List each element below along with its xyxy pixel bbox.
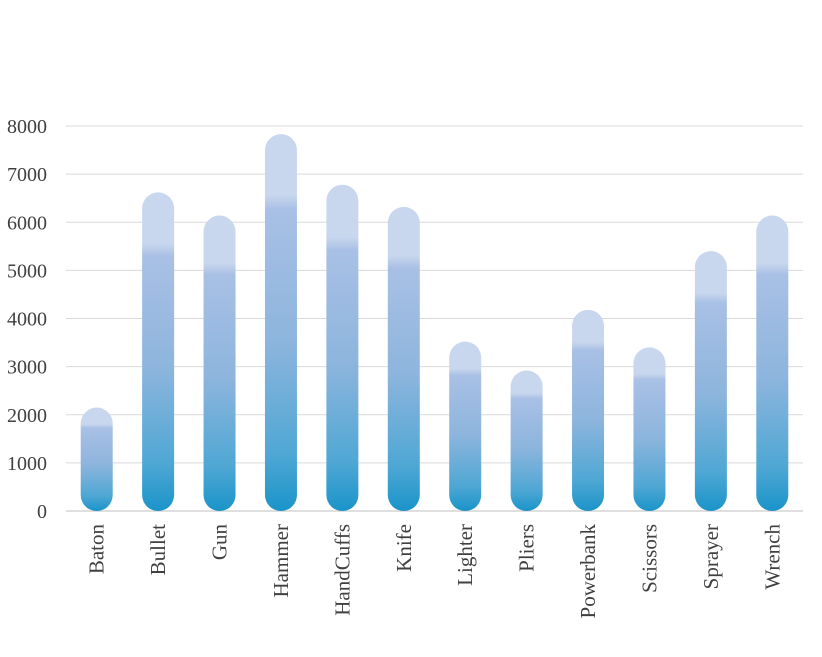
x-tick-label: Baton (85, 524, 109, 575)
bar-gun (203, 215, 236, 511)
bar-handcuffs (326, 184, 359, 511)
x-tick-label: Wrench (760, 524, 784, 590)
x-tick-label: Hammer (269, 524, 293, 597)
bars (80, 134, 789, 511)
y-axis-ticks: 0 1000 2000 3000 4000 5000 6000 7000 8000 (7, 116, 47, 523)
bar-knife (387, 206, 420, 511)
y-tick-label: 2000 (7, 405, 47, 427)
bar-hammer (264, 134, 297, 511)
bar-sprayer (694, 251, 727, 511)
y-tick-label: 8000 (7, 116, 47, 138)
y-tick-label: 1000 (7, 453, 47, 475)
bar-baton (80, 407, 113, 511)
x-tick-label: Gun (208, 524, 232, 561)
x-tick-label: Knife (392, 524, 416, 572)
x-tick-label: Sprayer (699, 524, 723, 589)
bar-scissors (633, 347, 666, 511)
y-tick-label: 6000 (7, 212, 47, 234)
y-tick-label: 7000 (7, 164, 47, 186)
x-tick-label: Bullet (146, 524, 170, 575)
bar-powerbank (572, 309, 605, 511)
x-tick-label: Scissors (637, 524, 661, 593)
y-tick-label: 0 (37, 501, 47, 523)
x-tick-label: Powerbank (576, 524, 600, 619)
bar-lighter (449, 341, 482, 511)
y-tick-label: 5000 (7, 260, 47, 282)
bar-wrench (756, 215, 789, 511)
bar-bullet (142, 192, 175, 511)
y-tick-label: 3000 (7, 357, 47, 379)
x-tick-label: Pliers (515, 524, 539, 572)
gridlines (66, 125, 803, 512)
bar-pliers (510, 370, 543, 511)
x-tick-label: Lighter (453, 524, 477, 586)
x-tick-label: HandCuffs (330, 524, 354, 616)
x-axis-labels: Baton Bullet Gun Hammer HandCuffs Knife Lighte… (85, 524, 785, 619)
y-tick-label: 4000 (7, 309, 47, 331)
